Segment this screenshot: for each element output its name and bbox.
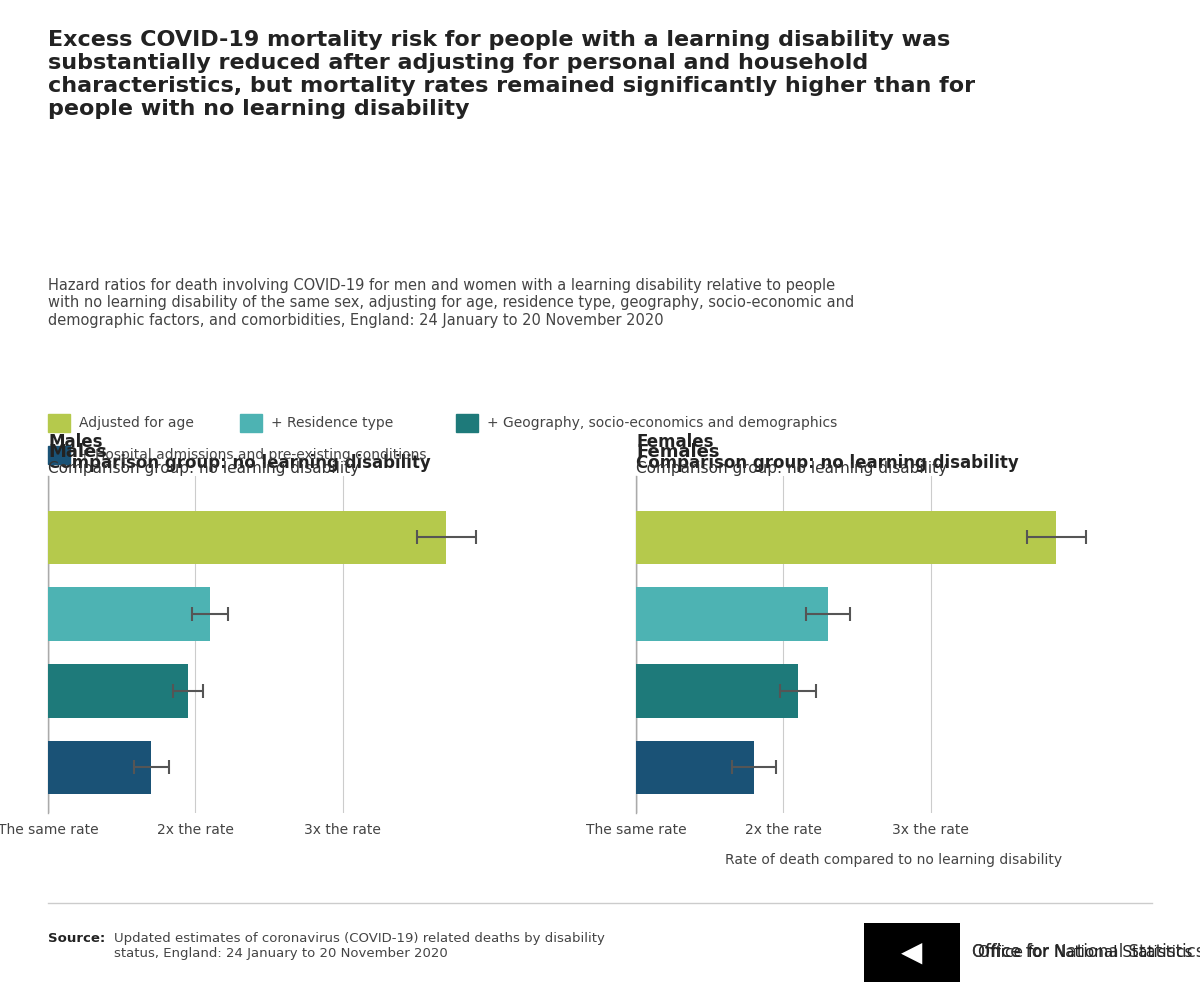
Text: Males: Males bbox=[48, 443, 107, 461]
Text: Adjusted for age: Adjusted for age bbox=[79, 416, 194, 430]
Bar bbox=[48, 741, 151, 795]
Bar bbox=[636, 664, 798, 717]
Text: Males
Comparison group: no learning disability: Males Comparison group: no learning disa… bbox=[48, 434, 431, 472]
Text: Office for National Statistics: Office for National Statistics bbox=[972, 943, 1200, 961]
Text: Females: Females bbox=[636, 443, 720, 461]
Text: Office for: Office for bbox=[972, 943, 1054, 961]
Bar bbox=[636, 741, 754, 795]
Text: Rate of death compared to no learning disability: Rate of death compared to no learning di… bbox=[726, 853, 1062, 867]
Text: + Residence type: + Residence type bbox=[271, 416, 394, 430]
Text: Comparison group: no learning disability: Comparison group: no learning disability bbox=[636, 461, 947, 476]
Bar bbox=[48, 511, 446, 564]
Text: ◀: ◀ bbox=[901, 938, 923, 966]
Text: Females
Comparison group: no learning disability: Females Comparison group: no learning di… bbox=[636, 434, 1019, 472]
Text: Office for National Statistics: Office for National Statistics bbox=[978, 944, 1193, 960]
Bar bbox=[636, 587, 828, 641]
Text: Updated estimates of coronavirus (COVID-19) related deaths by disability
status,: Updated estimates of coronavirus (COVID-… bbox=[114, 932, 605, 960]
Bar bbox=[48, 587, 210, 641]
Bar bbox=[48, 664, 188, 717]
Text: Source:: Source: bbox=[48, 932, 110, 945]
Bar bbox=[636, 511, 1056, 564]
Text: + Hospital admissions and pre-existing conditions: + Hospital admissions and pre-existing c… bbox=[79, 448, 427, 462]
Text: + Geography, socio-economics and demographics: + Geography, socio-economics and demogra… bbox=[487, 416, 838, 430]
Text: Comparison group: no learning disability: Comparison group: no learning disability bbox=[48, 461, 359, 476]
Text: Excess COVID-19 mortality risk for people with a learning disability was
substan: Excess COVID-19 mortality risk for peopl… bbox=[48, 30, 976, 119]
Text: Hazard ratios for death involving COVID-19 for men and women with a learning dis: Hazard ratios for death involving COVID-… bbox=[48, 278, 854, 327]
